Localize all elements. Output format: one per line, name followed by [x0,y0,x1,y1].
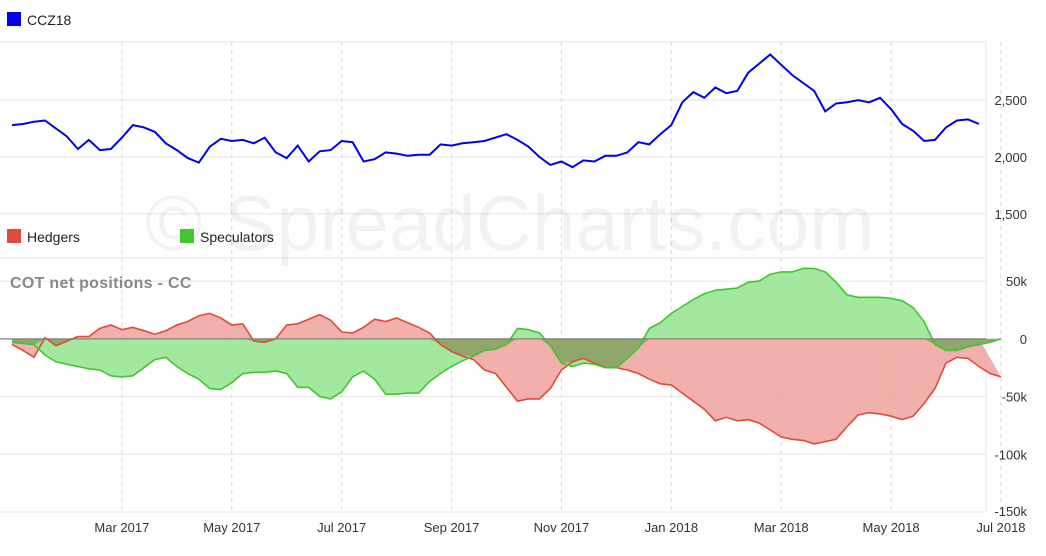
x-tick-label: Jul 2018 [976,520,1025,535]
price-y-tick-label: 2,000 [994,150,1027,165]
x-tick-label: May 2017 [203,520,260,535]
hedgers-area [12,313,1001,444]
ccz18-price-line [11,53,980,169]
x-tick-label: Mar 2018 [754,520,809,535]
legend-hedgers[interactable]: Hedgers [7,229,80,245]
cot-y-tick-label: -50k [1002,390,1028,405]
legend-ccz18-label: CCZ18 [27,12,72,28]
x-tick-label: Sep 2017 [424,520,480,535]
x-tick-label: Jan 2018 [645,520,699,535]
price-y-tick-label: 2,500 [994,93,1027,108]
cot-area-layer [0,267,1002,445]
price-layer [11,53,980,169]
legend-hedgers-label: Hedgers [27,229,80,245]
x-tick-label: Jul 2017 [317,520,366,535]
cot-y-tick-label: -150k [994,504,1027,519]
legend-hedgers-swatch [7,229,21,243]
cot-y-tick-label: 50k [1006,274,1027,289]
watermark: © SpreadCharts.com [145,179,874,267]
cot-y-tick-label: -100k [994,447,1027,462]
legend-ccz18[interactable]: CCZ18 [7,12,72,28]
cot-panel-title: COT net positions - CC [10,275,192,292]
grid-layer [0,41,1002,513]
legend-speculators-label: Speculators [200,229,274,245]
watermark-layer: © SpreadCharts.com [145,179,874,267]
speculators-line [11,267,1002,400]
legend-ccz18-swatch [7,12,21,26]
cot-y-tick-label: 0 [1020,332,1027,347]
price-y-tick-label: 1,500 [994,207,1027,222]
axis-layer: 2,500 2,000 1,500 50k 0 -50k -100k -150k Mar 201… [94,93,1028,535]
legend-speculators-swatch [180,229,194,243]
x-tick-label: May 2018 [863,520,920,535]
speculators-area [12,268,1001,399]
legend-speculators[interactable]: Speculators [180,229,274,245]
x-tick-label: Mar 2017 [94,520,149,535]
hedgers-line [11,312,1002,445]
x-tick-label: Nov 2017 [534,520,590,535]
